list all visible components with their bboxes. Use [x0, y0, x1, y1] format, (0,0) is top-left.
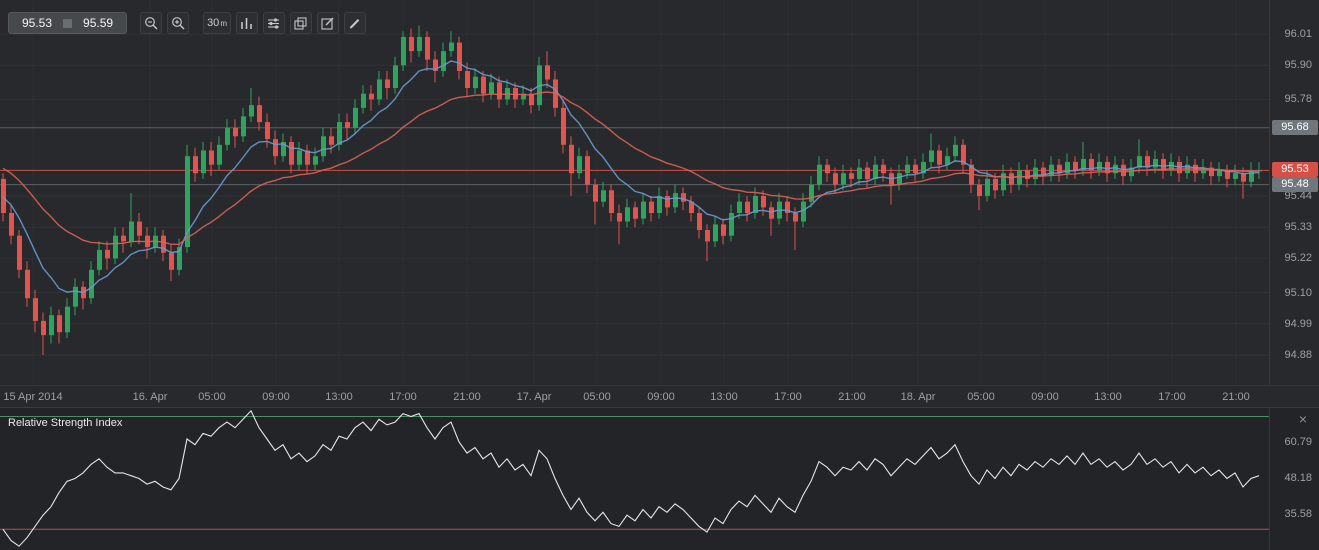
copy-icon: [294, 16, 308, 30]
rsi-title: Relative Strength Index: [8, 417, 123, 429]
time-axis-label: 17. Apr: [516, 391, 552, 403]
candlestick-chart[interactable]: [0, 0, 1270, 385]
edit-square-icon: [321, 17, 334, 30]
price-axis-label: 94.88: [1284, 349, 1312, 361]
zoom-in-button[interactable]: [167, 12, 190, 34]
slow-ema-line: [2, 91, 1260, 246]
time-axis-label: 17:00: [389, 391, 417, 403]
indicators-button[interactable]: [235, 12, 258, 34]
timeframe-unit: m: [220, 18, 227, 28]
rsi-axis-label: 48.18: [1284, 472, 1312, 484]
sliders-icon: [268, 17, 280, 29]
price-axis-label: 95.22: [1284, 252, 1312, 265]
time-axis-label: 05:00: [198, 391, 226, 403]
candles: [1, 25, 1262, 355]
fast-ema-line: [2, 60, 1260, 294]
spread-handle-icon: [63, 18, 73, 28]
time-axis-label: 09:00: [647, 391, 675, 403]
price-axis-label: 95.44: [1284, 189, 1312, 202]
time-axis-label: 09:00: [262, 391, 290, 403]
level-price-badge: 95.48: [1272, 176, 1318, 192]
rsi-chart: [0, 409, 1270, 547]
close-icon[interactable]: ×: [1298, 411, 1308, 427]
time-axis-label: 18. Apr: [900, 391, 936, 403]
edit-button[interactable]: [316, 12, 339, 34]
pencil-icon: [350, 18, 360, 28]
price-axis-label: 94.99: [1284, 317, 1312, 330]
rsi-axis: 60.79 48.18 35.58: [1269, 408, 1319, 550]
time-axis-label: 13:00: [1094, 391, 1122, 403]
time-axis-label: 17:00: [774, 391, 802, 403]
time-axis-label: 16. Apr: [132, 391, 168, 403]
timeframe-value: 30: [207, 17, 220, 29]
gridlines: [0, 0, 1270, 385]
level-price-badge: 95.68: [1272, 119, 1318, 135]
rsi-axis-label: 35.58: [1284, 507, 1312, 520]
time-axis-label: 21:00: [1222, 391, 1250, 403]
time-axis-label: 21:00: [453, 391, 481, 403]
price-axis-label: 95.10: [1284, 286, 1312, 299]
price-axis-label: 96.01: [1284, 28, 1312, 41]
buy-price-button[interactable]: 95.59: [83, 16, 114, 30]
time-axis-label: 05:00: [583, 391, 611, 403]
time-axis-label: 17:00: [1158, 391, 1186, 403]
time-axis-label: 15 Apr 2014: [3, 391, 63, 403]
rsi-panel: Relative Strength Index × 60.79 48.18 35.5…: [0, 407, 1319, 550]
timeframe-button[interactable]: 30 m: [203, 12, 231, 34]
zoom-out-button[interactable]: [140, 12, 163, 34]
time-axis-label: 13:00: [710, 391, 738, 403]
price-axis-label: 95.90: [1284, 59, 1312, 72]
time-axis-label: 09:00: [1031, 391, 1059, 403]
chart-toolbar: 95.53 95.59: [8, 12, 366, 34]
time-axis-label: 21:00: [838, 391, 866, 403]
time-axis[interactable]: 15 Apr 2014 16. Apr 05:00 09:00 13:00 17:00 21…: [0, 385, 1319, 408]
time-axis-label: 05:00: [967, 391, 995, 403]
price-axis-label: 95.78: [1284, 93, 1312, 106]
main-chart-pane: 96.01 95.90 95.78 95.44 95.33 95.22 95.10 94.99…: [0, 0, 1319, 385]
time-axis-label: 13:00: [325, 391, 353, 403]
copy-button[interactable]: [289, 12, 312, 34]
bar-chart-icon: [241, 17, 253, 29]
sell-price-button[interactable]: 95.53: [22, 16, 53, 30]
settings-button[interactable]: [262, 12, 285, 34]
rsi-axis-label: 60.79: [1284, 436, 1312, 449]
quote-widget[interactable]: 95.53 95.59: [8, 12, 128, 34]
price-axis[interactable]: 96.01 95.90 95.78 95.44 95.33 95.22 95.10 94.99…: [1269, 0, 1319, 385]
price-axis-label: 95.33: [1284, 221, 1312, 234]
draw-button[interactable]: [343, 12, 366, 34]
zoom-out-icon: [144, 16, 158, 29]
zoom-in-icon: [171, 16, 185, 29]
current-price-badge: 95.53: [1272, 162, 1318, 178]
rsi-line: [2, 409, 1260, 547]
